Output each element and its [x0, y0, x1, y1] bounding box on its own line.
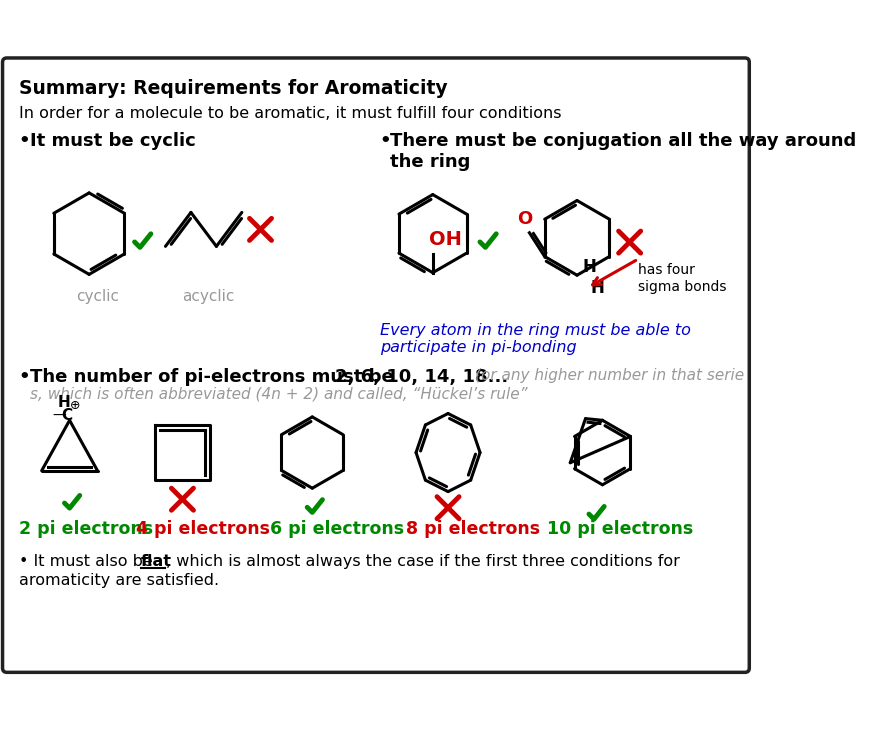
Text: In order for a molecule to be aromatic, it must fulfill four conditions: In order for a molecule to be aromatic, … [19, 106, 561, 122]
Text: OH: OH [430, 230, 463, 249]
Text: • It must also be: • It must also be [19, 554, 157, 569]
Text: Summary: Requirements for Aromaticity: Summary: Requirements for Aromaticity [19, 79, 448, 98]
Text: 6 pi electrons: 6 pi electrons [270, 520, 404, 539]
Text: It must be cyclic: It must be cyclic [29, 132, 195, 150]
Text: 4 pi electrons: 4 pi electrons [136, 520, 270, 539]
Text: There must be conjugation all the way around
the ring: There must be conjugation all the way ar… [391, 132, 857, 171]
Text: (or any higher number in that serie: (or any higher number in that serie [475, 367, 744, 383]
Text: H: H [591, 280, 605, 297]
Text: acyclic: acyclic [182, 289, 234, 304]
Text: —: — [52, 408, 67, 422]
Text: 8 pi electrons: 8 pi electrons [406, 520, 540, 539]
Text: The number of pi-electrons must be: The number of pi-electrons must be [29, 367, 406, 386]
Text: aromaticity are satisfied.: aromaticity are satisfied. [19, 573, 218, 588]
Text: •: • [19, 132, 36, 150]
Text: has four
sigma bonds: has four sigma bonds [638, 264, 726, 294]
Text: , which is almost always the case if the first three conditions for: , which is almost always the case if the… [166, 554, 680, 569]
Text: C: C [61, 408, 72, 423]
Text: H: H [583, 258, 596, 276]
Text: Every atom in the ring must be able to
participate in pi-bonding: Every atom in the ring must be able to p… [380, 323, 691, 355]
Text: cyclic: cyclic [76, 289, 119, 304]
Text: 2, 6, 10, 14, 18...: 2, 6, 10, 14, 18... [335, 367, 509, 386]
Text: 2 pi electrons: 2 pi electrons [19, 520, 153, 539]
Text: s, which is often abbreviated (4n + 2) and called, “Hückel’s rule”: s, which is often abbreviated (4n + 2) a… [29, 386, 527, 401]
Text: ⊕: ⊕ [69, 399, 80, 412]
Text: 10 pi electrons: 10 pi electrons [547, 520, 694, 539]
Text: •: • [380, 132, 398, 150]
Text: •: • [19, 367, 36, 386]
Text: O: O [518, 209, 533, 228]
FancyBboxPatch shape [3, 58, 749, 672]
Text: flat: flat [141, 554, 172, 569]
Text: H: H [58, 395, 70, 410]
